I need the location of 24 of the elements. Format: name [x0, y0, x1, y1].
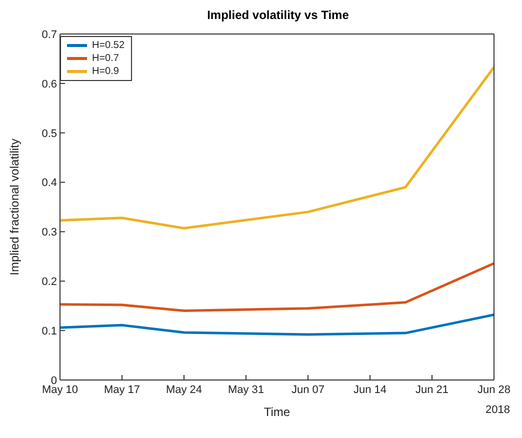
x-tick-label: Jun 14 — [353, 384, 387, 396]
y-tick-label: 0.6 — [42, 78, 57, 90]
x-tick-label: May 24 — [166, 384, 202, 396]
y-tick-label: 0.7 — [42, 28, 57, 41]
y-tick-label: 0.4 — [42, 177, 57, 190]
x-tick-label: May 31 — [228, 384, 264, 396]
chart-title: Implied volatility vs Time — [206, 8, 350, 22]
x-tick-label: Jun 21 — [415, 384, 449, 396]
line-series — [60, 262, 494, 312]
x-axis-title: Time — [264, 405, 290, 419]
y-tick-label: 0.3 — [42, 226, 57, 239]
y-tick-label: 0.2 — [42, 276, 57, 288]
y-axis-title: Implied fractional volatility — [7, 138, 22, 276]
y-tick-label: 0.1 — [42, 325, 57, 338]
legend-label: H=0.7 — [92, 52, 119, 65]
x-tick-label: May 17 — [104, 384, 140, 396]
line-series — [60, 66, 494, 230]
x-tick-label: Jun 07 — [291, 384, 325, 396]
legend-label: H=0.52 — [92, 39, 125, 52]
text: 2018 — [486, 404, 510, 416]
legend-label: H=0.9 — [92, 65, 119, 78]
x-tick-label: Jun 28 — [477, 384, 511, 396]
y-tick-label: 0.5 — [42, 128, 57, 140]
line-series — [60, 314, 494, 336]
